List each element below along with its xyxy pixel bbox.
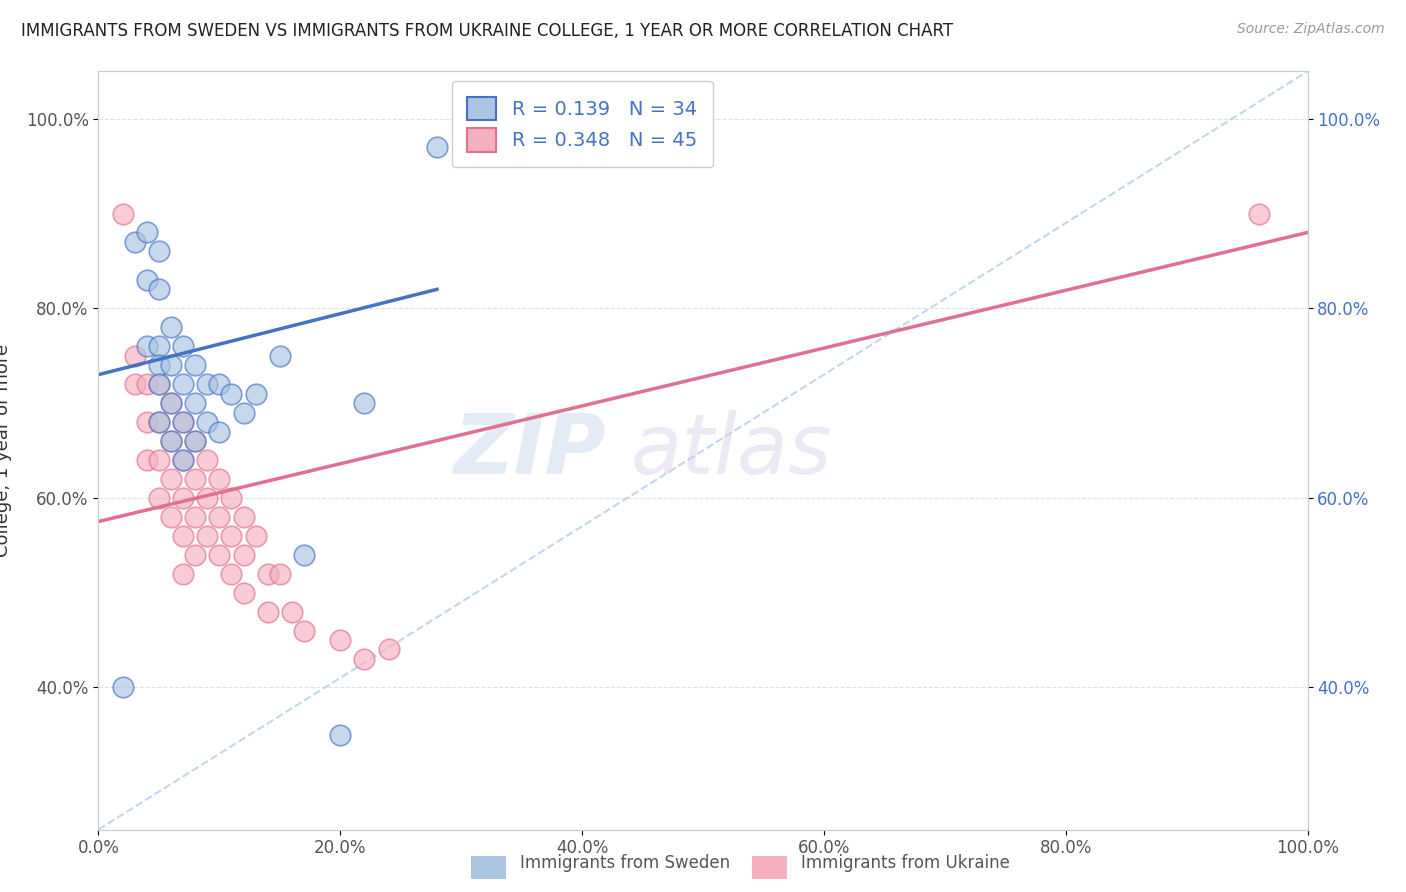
Point — [208, 472, 231, 486]
Text: Immigrants from Ukraine: Immigrants from Ukraine — [801, 855, 1011, 872]
Text: atlas: atlas — [630, 410, 832, 491]
Point — [148, 339, 170, 353]
Point — [184, 434, 207, 448]
Point — [221, 491, 243, 505]
Point — [195, 377, 218, 392]
FancyBboxPatch shape — [745, 852, 794, 883]
Point — [221, 566, 243, 581]
Point — [172, 529, 194, 543]
Point — [135, 415, 157, 429]
Point — [135, 453, 157, 467]
Point — [184, 472, 207, 486]
Point — [172, 339, 194, 353]
Point — [111, 681, 134, 695]
Point — [353, 396, 375, 410]
Point — [184, 396, 207, 410]
Point — [377, 642, 399, 657]
Point — [160, 396, 183, 410]
Point — [184, 509, 207, 524]
Point — [184, 358, 207, 372]
Legend: R = 0.139   N = 34, R = 0.348   N = 45: R = 0.139 N = 34, R = 0.348 N = 45 — [451, 81, 713, 168]
Point — [135, 273, 157, 287]
Point — [160, 358, 183, 372]
Point — [208, 425, 231, 439]
Point — [232, 406, 254, 420]
Point — [208, 509, 231, 524]
Point — [292, 548, 315, 562]
Text: Immigrants from Sweden: Immigrants from Sweden — [520, 855, 730, 872]
Point — [111, 206, 134, 220]
Point — [256, 566, 278, 581]
Point — [184, 548, 207, 562]
Point — [148, 358, 170, 372]
Point — [148, 415, 170, 429]
Point — [148, 282, 170, 296]
Point — [292, 624, 315, 638]
Point — [329, 728, 352, 742]
Point — [172, 491, 194, 505]
Point — [160, 434, 183, 448]
Point — [160, 472, 183, 486]
Point — [124, 349, 146, 363]
Point — [172, 377, 194, 392]
Point — [184, 434, 207, 448]
Point — [281, 605, 304, 619]
Point — [172, 453, 194, 467]
Point — [148, 453, 170, 467]
Point — [1249, 206, 1271, 220]
Point — [135, 339, 157, 353]
Point — [124, 377, 146, 392]
Point — [195, 453, 218, 467]
Point — [148, 491, 170, 505]
Y-axis label: College, 1 year or more: College, 1 year or more — [0, 344, 11, 557]
Point — [221, 529, 243, 543]
Point — [232, 585, 254, 599]
Point — [148, 244, 170, 259]
Point — [269, 566, 291, 581]
Point — [245, 529, 267, 543]
Point — [160, 434, 183, 448]
Point — [232, 548, 254, 562]
Text: Source: ZipAtlas.com: Source: ZipAtlas.com — [1237, 22, 1385, 37]
Point — [245, 386, 267, 401]
Point — [269, 349, 291, 363]
Point — [172, 415, 194, 429]
Point — [172, 415, 194, 429]
Point — [135, 377, 157, 392]
Text: ZIP: ZIP — [454, 410, 606, 491]
Point — [172, 566, 194, 581]
Point — [221, 386, 243, 401]
Point — [172, 453, 194, 467]
Point — [135, 226, 157, 240]
Point — [195, 529, 218, 543]
Point — [160, 396, 183, 410]
Point — [124, 235, 146, 249]
Point — [148, 415, 170, 429]
Point — [195, 491, 218, 505]
Point — [148, 377, 170, 392]
Point — [160, 509, 183, 524]
Point — [232, 509, 254, 524]
Point — [353, 652, 375, 666]
Point — [329, 633, 352, 648]
Point — [256, 605, 278, 619]
Point — [148, 377, 170, 392]
Text: IMMIGRANTS FROM SWEDEN VS IMMIGRANTS FROM UKRAINE COLLEGE, 1 YEAR OR MORE CORREL: IMMIGRANTS FROM SWEDEN VS IMMIGRANTS FRO… — [21, 22, 953, 40]
Point — [208, 548, 231, 562]
Point — [195, 415, 218, 429]
Point — [426, 140, 449, 154]
FancyBboxPatch shape — [464, 852, 513, 883]
Point — [160, 320, 183, 334]
Point — [208, 377, 231, 392]
